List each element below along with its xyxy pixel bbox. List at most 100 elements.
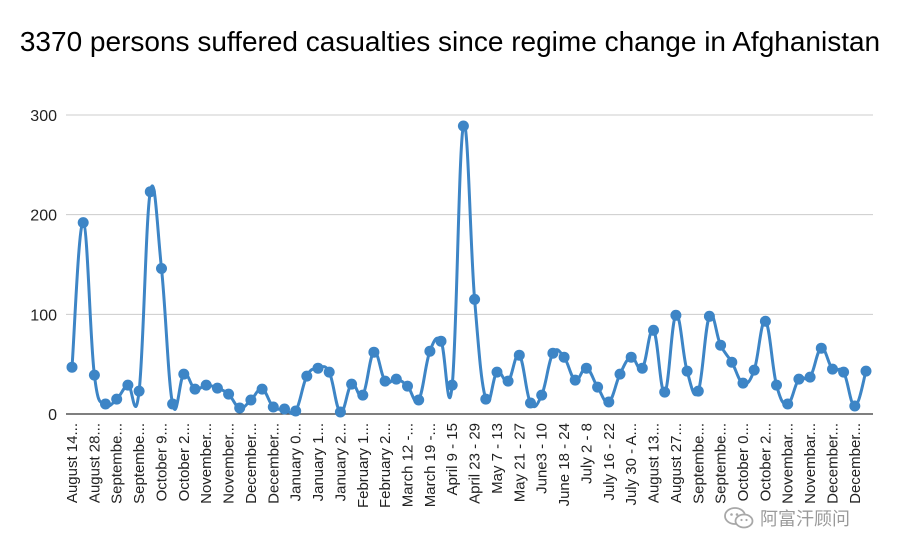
data-point <box>156 263 167 274</box>
watermark: 阿富汗顾问 <box>724 505 892 531</box>
x-tick-label: Novembar... <box>802 423 819 504</box>
data-point <box>88 369 100 381</box>
x-tick-label: January 0... <box>288 423 305 501</box>
y-tick-label: 100 <box>30 307 57 324</box>
data-point <box>692 385 704 397</box>
data-point <box>536 389 548 401</box>
data-point <box>569 374 581 386</box>
x-tick-label: July 16 - 22 <box>601 423 618 501</box>
x-tick-label: July 30 - A... <box>623 423 640 506</box>
x-tick-label: August 27... <box>668 423 685 503</box>
series-line <box>70 123 868 416</box>
watermark-text: 阿富汗顾问 <box>760 509 850 529</box>
x-tick-label: October 2... <box>176 423 193 501</box>
x-tick-label: October 0... <box>735 423 752 501</box>
x-tick-label: December... <box>265 423 282 504</box>
data-point <box>234 402 246 414</box>
data-point <box>424 345 436 357</box>
data-point <box>860 365 872 377</box>
data-point <box>827 363 838 375</box>
data-point <box>267 401 279 413</box>
data-point <box>368 346 380 358</box>
x-tick-label: Septembe... <box>131 423 148 504</box>
data-point <box>446 379 458 391</box>
data-point <box>223 388 235 400</box>
data-point <box>838 366 850 378</box>
data-point <box>323 366 335 378</box>
data-point <box>804 371 816 383</box>
data-point <box>648 324 659 336</box>
x-tick-label: March 19 -... <box>422 423 439 507</box>
x-tick-label: Septembe... <box>690 423 707 504</box>
data-point <box>245 394 257 406</box>
data-point <box>525 397 536 409</box>
data-point <box>670 309 682 321</box>
data-point <box>726 356 738 368</box>
data-point <box>614 368 626 380</box>
x-tick-label: Septembe... <box>713 423 730 504</box>
x-tick-label: April 23 - 29 <box>467 423 484 504</box>
data-point <box>402 380 413 392</box>
x-tick-label: February 1... <box>355 423 372 508</box>
data-point <box>457 120 469 132</box>
x-tick-label: November... <box>198 423 215 504</box>
x-tick-label: May 21 - 27 <box>511 423 528 502</box>
data-point <box>625 351 637 363</box>
data-point <box>491 366 503 378</box>
x-tick-label: August 28... <box>86 423 103 503</box>
data-point <box>435 335 447 347</box>
x-tick-label: March 12 -... <box>400 423 417 507</box>
data-point <box>189 383 201 395</box>
x-tick-label: April 9 - 15 <box>444 423 461 496</box>
data-point <box>771 379 782 391</box>
x-tick-label: January 1... <box>310 423 327 501</box>
x-tick-label: January 2... <box>332 423 349 501</box>
x-tick-label: October 9... <box>154 423 171 501</box>
data-point <box>256 383 268 395</box>
y-tick-label: 0 <box>48 407 57 424</box>
x-tick-label: October 2... <box>757 423 774 501</box>
data-point <box>782 398 794 410</box>
data-point <box>703 310 715 322</box>
data-point <box>815 342 827 354</box>
series-points <box>66 120 872 418</box>
data-point <box>111 393 123 405</box>
data-point <box>346 378 358 390</box>
x-tick-label: December... <box>847 423 864 504</box>
y-tick-label: 200 <box>30 208 57 225</box>
x-tick-label: June 18 - 24 <box>556 423 573 506</box>
x-tick-labels: August 14... August 28... Septembe... Septe… <box>64 423 864 508</box>
data-point <box>513 349 525 361</box>
data-point <box>413 394 425 406</box>
data-point <box>357 389 369 401</box>
data-point <box>737 377 749 389</box>
data-point <box>558 351 570 363</box>
data-point <box>122 379 134 391</box>
data-point <box>211 382 223 394</box>
data-point <box>379 375 391 387</box>
x-tick-label: May 7 - 13 <box>489 423 506 494</box>
data-point <box>748 364 760 376</box>
data-point <box>200 379 212 391</box>
data-point <box>167 398 179 410</box>
data-point <box>480 393 492 405</box>
x-tick-label: November... <box>221 423 238 504</box>
x-tick-label: July 2 - 8 <box>578 423 595 484</box>
data-point <box>144 186 156 198</box>
data-point <box>793 373 805 385</box>
data-point <box>580 362 592 374</box>
data-point <box>659 386 671 398</box>
chart-title: 3370 persons suffered casualties since r… <box>19 26 881 57</box>
data-point <box>547 347 559 359</box>
data-point <box>636 362 648 374</box>
data-point <box>681 365 693 377</box>
data-point <box>469 293 481 305</box>
x-tick-label: June3 - 10 <box>534 423 551 494</box>
data-point <box>77 217 89 229</box>
wechat-icon <box>724 507 754 529</box>
y-tick-labels: 0 100 200 300 <box>30 108 57 424</box>
x-tick-label: February 2... <box>377 423 394 508</box>
data-point <box>592 381 604 393</box>
data-point <box>133 385 145 397</box>
